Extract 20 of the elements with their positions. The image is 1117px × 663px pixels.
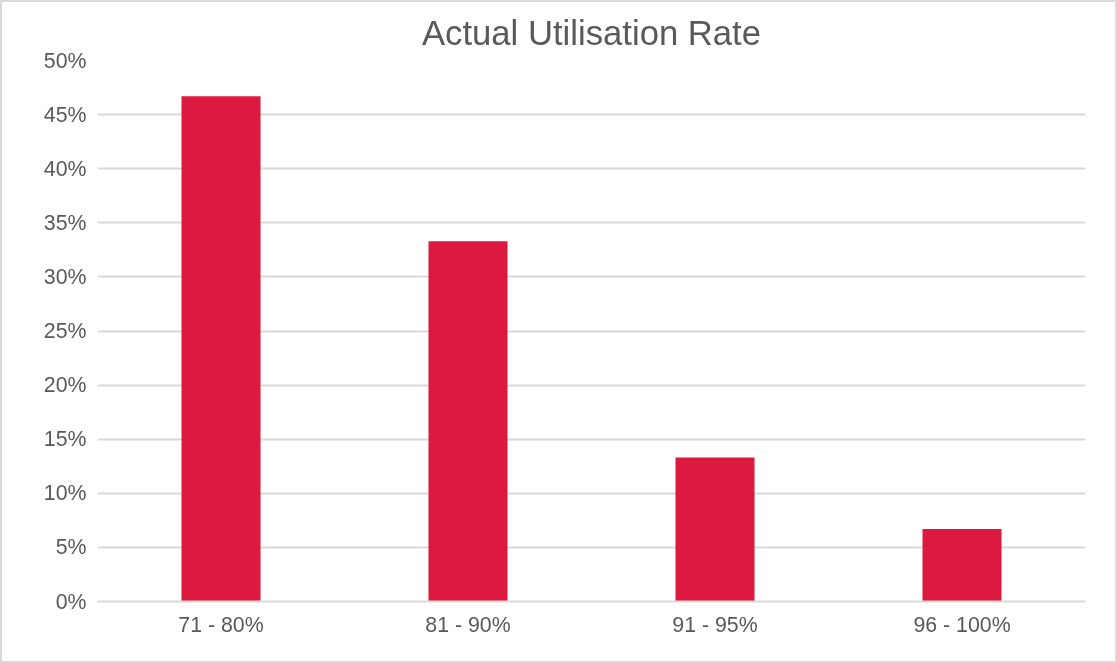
y-tick-label: 35% bbox=[43, 210, 87, 235]
y-tick-label: 40% bbox=[43, 156, 87, 181]
x-tick-label: 91 - 95% bbox=[672, 612, 758, 637]
y-tick-label: 30% bbox=[43, 264, 87, 289]
y-tick-label: 50% bbox=[43, 48, 87, 73]
bar bbox=[428, 241, 508, 602]
y-tick-label: 5% bbox=[55, 535, 87, 560]
y-tick-label: 15% bbox=[43, 427, 87, 452]
x-tick-label: 71 - 80% bbox=[178, 612, 264, 637]
y-tick-label: 0% bbox=[55, 589, 87, 614]
y-tick-label: 45% bbox=[43, 102, 87, 127]
chart-title: Actual Utilisation Rate bbox=[421, 13, 762, 52]
bar bbox=[922, 529, 1002, 602]
y-tick-label: 10% bbox=[43, 481, 87, 506]
bar bbox=[675, 457, 755, 602]
x-tick-label: 96 - 100% bbox=[913, 612, 1011, 637]
x-tick-label: 81 - 90% bbox=[425, 612, 511, 637]
y-tick-label: 25% bbox=[43, 319, 87, 343]
y-tick-label: 20% bbox=[43, 373, 87, 398]
bar bbox=[181, 96, 261, 602]
